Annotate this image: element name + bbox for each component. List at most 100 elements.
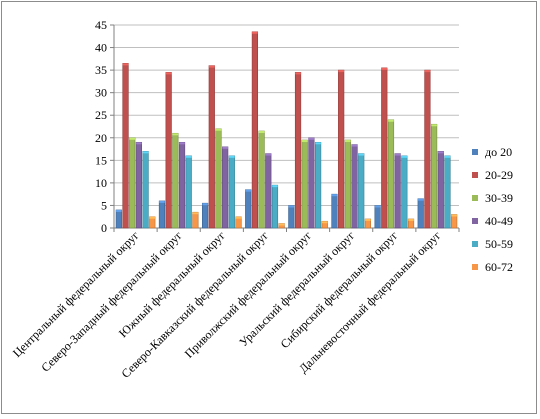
bar-highlight (122, 63, 129, 66)
bar-highlight (136, 142, 142, 145)
legend-swatch (472, 218, 478, 224)
y-tick-label: 15 (95, 153, 107, 167)
bar (437, 151, 444, 229)
y-tick-label: 35 (95, 63, 107, 77)
bar (135, 141, 143, 229)
bar-highlight (202, 203, 208, 206)
chart-frame: 0 5 10 15 20 25 30 35 40 45 Центральный федеральн… (1, 1, 537, 414)
bar (251, 31, 259, 229)
y-tick-label: 45 (95, 18, 107, 32)
bar-highlight (417, 198, 424, 201)
legend-swatch (472, 241, 478, 247)
bar (387, 119, 395, 229)
bar (308, 137, 315, 229)
bar-highlight (401, 155, 408, 158)
bar (424, 69, 431, 229)
bar-highlight (331, 194, 338, 197)
bar (374, 205, 381, 229)
bar (351, 144, 358, 229)
bar-highlight (116, 209, 122, 212)
bar-highlight (351, 144, 358, 147)
bar (338, 69, 345, 229)
bar (314, 141, 322, 229)
bar (358, 153, 365, 229)
bar-highlight (179, 142, 185, 145)
bar-highlight (295, 72, 301, 75)
bar-highlight (252, 31, 258, 34)
legend-label: 30-39 (485, 191, 513, 205)
bar-highlight (192, 212, 199, 215)
bar (265, 153, 272, 229)
legend-label: 20-29 (485, 168, 513, 182)
y-tick-label: 25 (95, 108, 107, 122)
bar-highlight (265, 153, 272, 156)
bar-highlight (365, 218, 371, 221)
bar-highlight (431, 124, 437, 127)
bar-highlight (451, 214, 457, 217)
y-tick-label: 0 (101, 221, 107, 235)
y-tick-label: 5 (101, 198, 107, 212)
bar (208, 65, 215, 229)
bar-highlight (301, 140, 308, 143)
bar-highlight (381, 67, 388, 70)
bar-highlight (437, 151, 444, 154)
bar (222, 146, 229, 229)
legend-swatch (472, 264, 478, 270)
bar-highlight (308, 137, 315, 140)
bar (444, 155, 451, 229)
bar-highlight (149, 216, 156, 219)
bar-highlight (229, 155, 235, 158)
legend-swatch (472, 195, 478, 201)
y-tick-label: 20 (95, 131, 107, 145)
bar-highlight (315, 142, 321, 145)
y-tick-label: 10 (95, 176, 107, 190)
legend-swatch (472, 149, 478, 155)
bar (331, 193, 338, 229)
bar (451, 214, 458, 229)
bar-highlight (388, 119, 394, 122)
bar-highlight (321, 221, 328, 224)
bar (158, 200, 166, 229)
bar-highlight (172, 133, 179, 136)
y-axis: 0 5 10 15 20 25 30 35 40 45 (95, 18, 460, 235)
legend-label: 50-59 (485, 237, 513, 251)
bar (172, 132, 179, 229)
bar (115, 209, 122, 229)
bar (215, 128, 222, 229)
legend-swatch (472, 172, 478, 178)
bar (401, 155, 408, 229)
bar-highlight (185, 155, 192, 158)
bar-highlight (159, 200, 165, 203)
bar (178, 141, 186, 229)
bar-highlight (258, 131, 265, 134)
bar (165, 72, 172, 229)
bar (185, 155, 192, 229)
bar-highlight (288, 205, 295, 208)
bar (258, 130, 265, 229)
legend-label: 60-72 (485, 260, 513, 274)
y-tick-label: 30 (95, 86, 107, 100)
bar-highlight (345, 140, 351, 143)
bar-highlight (278, 223, 285, 226)
bar (288, 205, 295, 229)
bar (430, 123, 438, 229)
bar (294, 72, 302, 229)
y-tick-label: 40 (95, 41, 107, 55)
bar (192, 211, 199, 229)
bar-highlight (444, 155, 451, 158)
bar (122, 63, 129, 229)
bar-highlight (245, 189, 252, 192)
bar-highlight (165, 72, 172, 75)
bar (417, 198, 424, 229)
bar (344, 139, 351, 229)
bars (115, 31, 458, 229)
bar (142, 151, 149, 229)
bar-highlight (394, 153, 401, 156)
bar (394, 153, 401, 229)
bar (381, 67, 388, 229)
bar (201, 202, 209, 229)
legend-label: до 20 (485, 145, 512, 159)
bar (228, 155, 235, 229)
bar (245, 189, 252, 229)
